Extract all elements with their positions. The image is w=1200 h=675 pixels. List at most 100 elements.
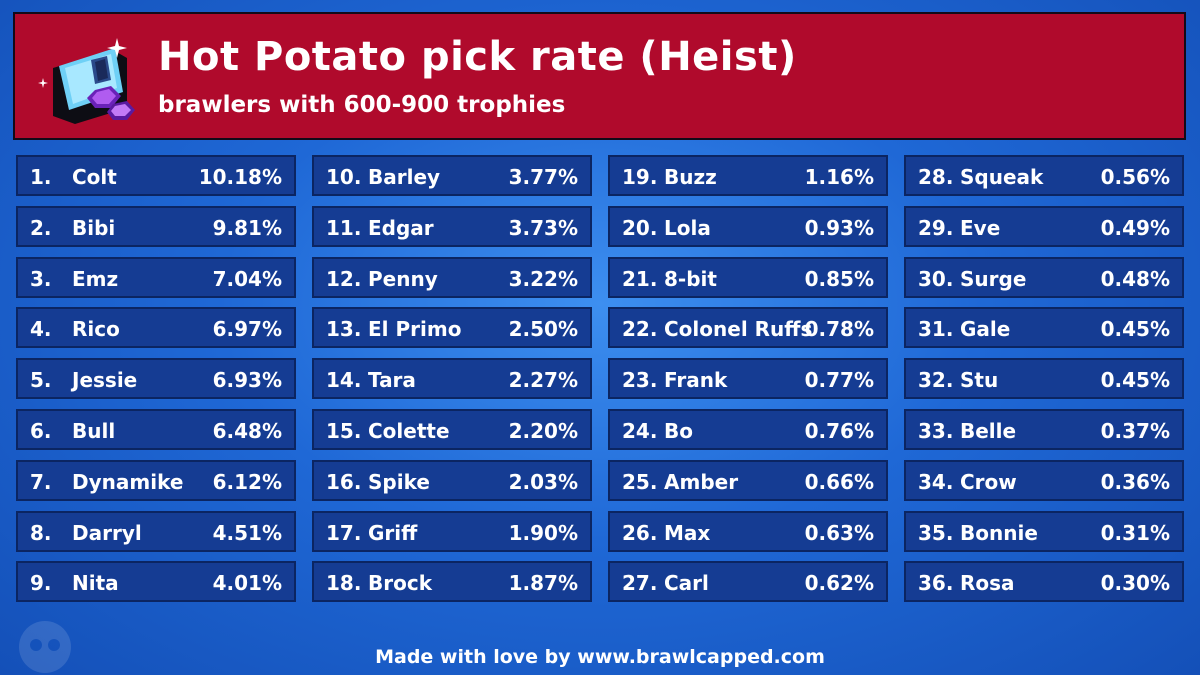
brawler-name: Surge (960, 267, 1027, 291)
pick-rate: 3.77% (508, 165, 578, 189)
ranking-row: 7. Dynamike 6.12% (16, 460, 296, 501)
rank-number: 25. (622, 470, 658, 494)
pick-rate: 3.22% (508, 267, 578, 291)
brawler-name: Eve (960, 216, 1001, 240)
pick-rate: 4.51% (212, 521, 282, 545)
brawler-name: Bibi (72, 216, 116, 240)
pick-rate: 6.12% (212, 470, 282, 494)
pick-rate: 2.20% (508, 419, 578, 443)
pick-rate: 2.50% (508, 317, 578, 341)
pick-rate: 0.85% (804, 267, 874, 291)
ranking-row: 32. Stu 0.45% (904, 358, 1184, 399)
rank-number: 30. (918, 267, 954, 291)
pick-rate: 1.87% (508, 571, 578, 595)
ranking-row: 28. Squeak 0.56% (904, 155, 1184, 196)
pick-rate: 0.49% (1100, 216, 1170, 240)
rank-number: 12. (326, 267, 362, 291)
gadget-gems-icon (38, 38, 135, 124)
ranking-row: 33. Belle 0.37% (904, 409, 1184, 450)
pick-rate: 0.76% (804, 419, 874, 443)
brawler-name: Rosa (960, 571, 1015, 595)
brawler-name: Bo (664, 419, 693, 443)
rank-number: 17. (326, 521, 362, 545)
rank-number: 15. (326, 419, 362, 443)
brawler-name: Emz (72, 267, 119, 291)
pick-rate: 0.56% (1100, 165, 1170, 189)
rank-number: 24. (622, 419, 658, 443)
rank-number: 2. (30, 216, 52, 240)
ranking-row: 20. Lola 0.93% (608, 206, 888, 247)
brawler-name: Griff (368, 521, 418, 545)
brawler-name: Dynamike (72, 470, 184, 494)
brawler-name: Crow (960, 470, 1017, 494)
pick-rate: 0.48% (1100, 267, 1170, 291)
rank-number: 4. (30, 317, 52, 341)
brawler-name: Penny (368, 267, 438, 291)
rank-number: 5. (30, 368, 52, 392)
pick-rate: 0.37% (1100, 419, 1170, 443)
pick-rate: 1.16% (804, 165, 874, 189)
pick-rate: 2.03% (508, 470, 578, 494)
ranking-row: 11. Edgar 3.73% (312, 206, 592, 247)
rank-number: 10. (326, 165, 362, 189)
page-subtitle: brawlers with 600-900 trophies (158, 92, 566, 118)
rank-number: 26. (622, 521, 658, 545)
brawler-name: Bull (72, 419, 116, 443)
pick-rate: 7.04% (212, 267, 282, 291)
ranking-row: 3. Emz 7.04% (16, 257, 296, 298)
brawler-name: Barley (368, 165, 441, 189)
pick-rate: 6.97% (212, 317, 282, 341)
pick-rate: 10.18% (198, 165, 282, 189)
rank-number: 18. (326, 571, 362, 595)
brawler-name: Stu (960, 368, 999, 392)
rank-number: 32. (918, 368, 954, 392)
brawler-name: Brock (368, 571, 433, 595)
brawler-name: Belle (960, 419, 1017, 443)
ranking-row: 1. Colt 10.18% (16, 155, 296, 196)
ranking-row: 12. Penny 3.22% (312, 257, 592, 298)
rank-number: 1. (30, 165, 52, 189)
pick-rate: 0.45% (1100, 368, 1170, 392)
brawler-name: Lola (664, 216, 711, 240)
ranking-row: 34. Crow 0.36% (904, 460, 1184, 501)
brawler-name: Colt (72, 165, 117, 189)
ranking-row: 4. Rico 6.97% (16, 307, 296, 348)
pick-rate: 2.27% (508, 368, 578, 392)
rank-number: 34. (918, 470, 954, 494)
pick-rate: 0.62% (804, 571, 874, 595)
rank-number: 7. (30, 470, 52, 494)
ranking-row: 23. Frank 0.77% (608, 358, 888, 399)
ranking-row: 5. Jessie 6.93% (16, 358, 296, 399)
rank-number: 11. (326, 216, 362, 240)
ranking-row: 30. Surge 0.48% (904, 257, 1184, 298)
ranking-row: 9. Nita 4.01% (16, 561, 296, 602)
rank-number: 20. (622, 216, 658, 240)
ranking-row: 6. Bull 6.48% (16, 409, 296, 450)
brawler-name: Squeak (960, 165, 1044, 189)
rank-number: 29. (918, 216, 954, 240)
brawler-name: Amber (664, 470, 739, 494)
brawler-name: Nita (72, 571, 119, 595)
pick-rate: 9.81% (212, 216, 282, 240)
brawler-name: Spike (368, 470, 430, 494)
brawler-name: 8-bit (664, 267, 717, 291)
brawler-name: Gale (960, 317, 1011, 341)
rank-number: 14. (326, 368, 362, 392)
ranking-row: 16. Spike 2.03% (312, 460, 592, 501)
rank-number: 36. (918, 571, 954, 595)
pick-rate: 1.90% (508, 521, 578, 545)
ranking-row: 25. Amber 0.66% (608, 460, 888, 501)
ranking-row: 21. 8-bit 0.85% (608, 257, 888, 298)
ranking-row: 22. Colonel Ruffs 0.78% (608, 307, 888, 348)
rank-number: 27. (622, 571, 658, 595)
ranking-row: 35. Bonnie 0.31% (904, 511, 1184, 552)
title-banner: Hot Potato pick rate (Heist) brawlers wi… (13, 12, 1186, 140)
rank-number: 3. (30, 267, 52, 291)
ranking-row: 13. El Primo 2.50% (312, 307, 592, 348)
pick-rate: 0.66% (804, 470, 874, 494)
brawler-name: Jessie (72, 368, 138, 392)
ranking-row: 24. Bo 0.76% (608, 409, 888, 450)
pick-rate: 0.31% (1100, 521, 1170, 545)
ranking-row: 14. Tara 2.27% (312, 358, 592, 399)
rank-number: 21. (622, 267, 658, 291)
